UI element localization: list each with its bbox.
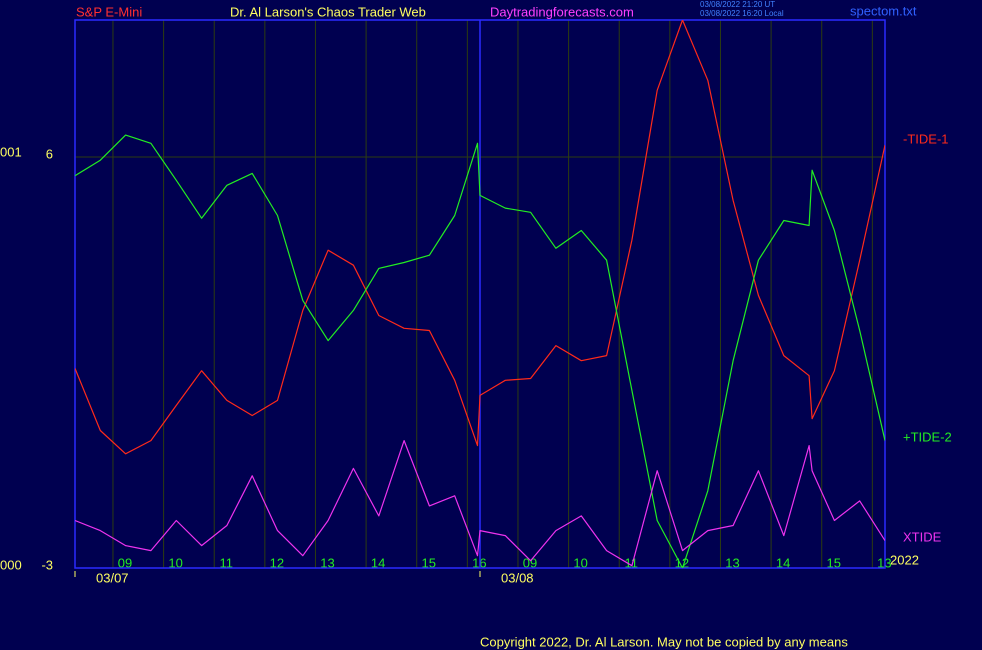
website: Daytradingforecasts.com <box>490 4 634 19</box>
x-tick-label: 14 <box>776 555 790 570</box>
series-label: XTIDE <box>903 529 942 544</box>
timestamp: 03/08/2022 16:20 Local <box>700 9 784 18</box>
chart-title: Dr. Al Larson's Chaos Trader Web <box>230 4 426 19</box>
left-label: 001 <box>0 144 22 159</box>
x-tick-label: 09 <box>523 555 537 570</box>
file-name: spectom.txt <box>850 3 917 18</box>
x-tick-label: 11 <box>624 555 638 570</box>
x-tick-label: 09 <box>118 555 132 570</box>
year-label: 2022 <box>890 552 919 567</box>
date-label: 03/07 <box>96 570 129 585</box>
x-tick-label: 12 <box>270 555 284 570</box>
x-tick-label: 14 <box>371 555 385 570</box>
series-label: -TIDE-1 <box>903 131 949 146</box>
tide-line <box>75 440 885 567</box>
tide-line <box>75 134 885 568</box>
tide-line <box>75 20 885 455</box>
series-label: +TIDE-2 <box>903 429 952 444</box>
instrument: S&P E-Mini <box>76 4 142 19</box>
y-tick-label: -3 <box>41 557 53 572</box>
copyright: Copyright 2022, Dr. Al Larson. May not b… <box>480 634 848 649</box>
y-tick-label: 6 <box>46 146 53 161</box>
x-tick-label: 10 <box>168 555 182 570</box>
left-label: 000 <box>0 557 22 572</box>
timestamp: 03/08/2022 21:20 UT <box>700 0 775 9</box>
x-tick-label: 10 <box>573 555 587 570</box>
x-tick-label: 13 <box>320 555 334 570</box>
plot-frame <box>74 19 886 569</box>
x-tick-label: 11 <box>219 555 233 570</box>
date-label: 03/08 <box>501 570 534 585</box>
x-tick-label: 15 <box>826 555 840 570</box>
x-tick-label: 15 <box>421 555 435 570</box>
x-tick-label: 13 <box>725 555 739 570</box>
